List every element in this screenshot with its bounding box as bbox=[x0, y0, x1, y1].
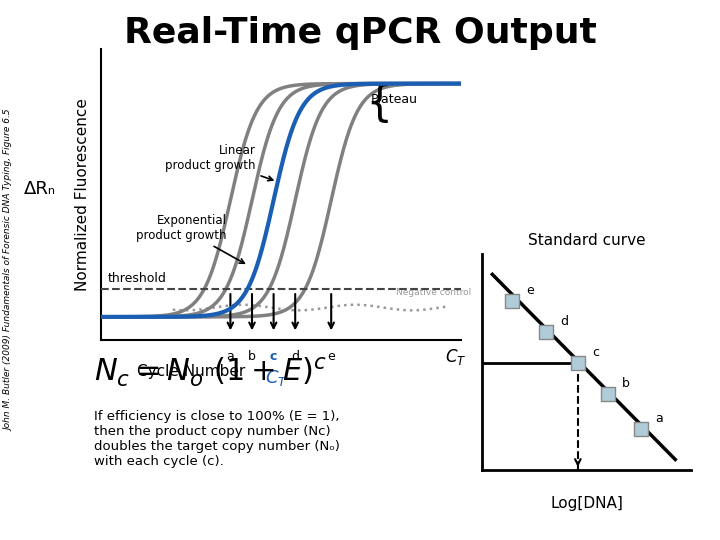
Text: $C_T$: $C_T$ bbox=[265, 368, 288, 388]
Point bbox=[572, 359, 584, 367]
Text: c: c bbox=[270, 349, 277, 362]
Point bbox=[506, 297, 518, 306]
Text: c: c bbox=[592, 346, 599, 359]
Y-axis label: Normalized Fluorescence: Normalized Fluorescence bbox=[75, 98, 90, 291]
Text: John M. Butler (2009) Fundamentals of Forensic DNA Typing, Figure 6.5: John M. Butler (2009) Fundamentals of Fo… bbox=[5, 109, 14, 431]
Text: threshold: threshold bbox=[108, 272, 167, 285]
Text: a: a bbox=[655, 411, 663, 424]
Text: Log[DNA]: Log[DNA] bbox=[550, 496, 624, 511]
Point bbox=[636, 424, 647, 433]
Text: If efficiency is close to 100% (E = 1),
then the product copy number (Nᴄ)
double: If efficiency is close to 100% (E = 1), … bbox=[94, 410, 339, 468]
Text: d: d bbox=[560, 315, 568, 328]
Text: ΔRₙ: ΔRₙ bbox=[24, 180, 55, 198]
Text: b: b bbox=[621, 376, 629, 389]
Text: e: e bbox=[526, 284, 534, 297]
Text: Negative control: Negative control bbox=[396, 288, 472, 297]
Text: }: } bbox=[356, 79, 383, 121]
Text: b: b bbox=[248, 349, 256, 362]
Text: Exponential
product growth: Exponential product growth bbox=[136, 214, 244, 264]
Text: a: a bbox=[227, 349, 234, 362]
Text: Cycle Number: Cycle Number bbox=[137, 363, 245, 379]
Text: d: d bbox=[291, 349, 300, 362]
Point bbox=[602, 389, 613, 398]
Text: Real-Time qPCR Output: Real-Time qPCR Output bbox=[124, 16, 596, 50]
Text: $N_c = N_o\ (1 + E)^c$: $N_c = N_o\ (1 + E)^c$ bbox=[94, 356, 327, 389]
Text: Plateau: Plateau bbox=[371, 93, 418, 106]
Point bbox=[540, 328, 552, 336]
Text: e: e bbox=[328, 349, 335, 362]
Text: Linear
product growth: Linear product growth bbox=[165, 144, 273, 181]
Title: Standard curve: Standard curve bbox=[528, 233, 646, 248]
Text: $C_T$: $C_T$ bbox=[445, 347, 467, 368]
